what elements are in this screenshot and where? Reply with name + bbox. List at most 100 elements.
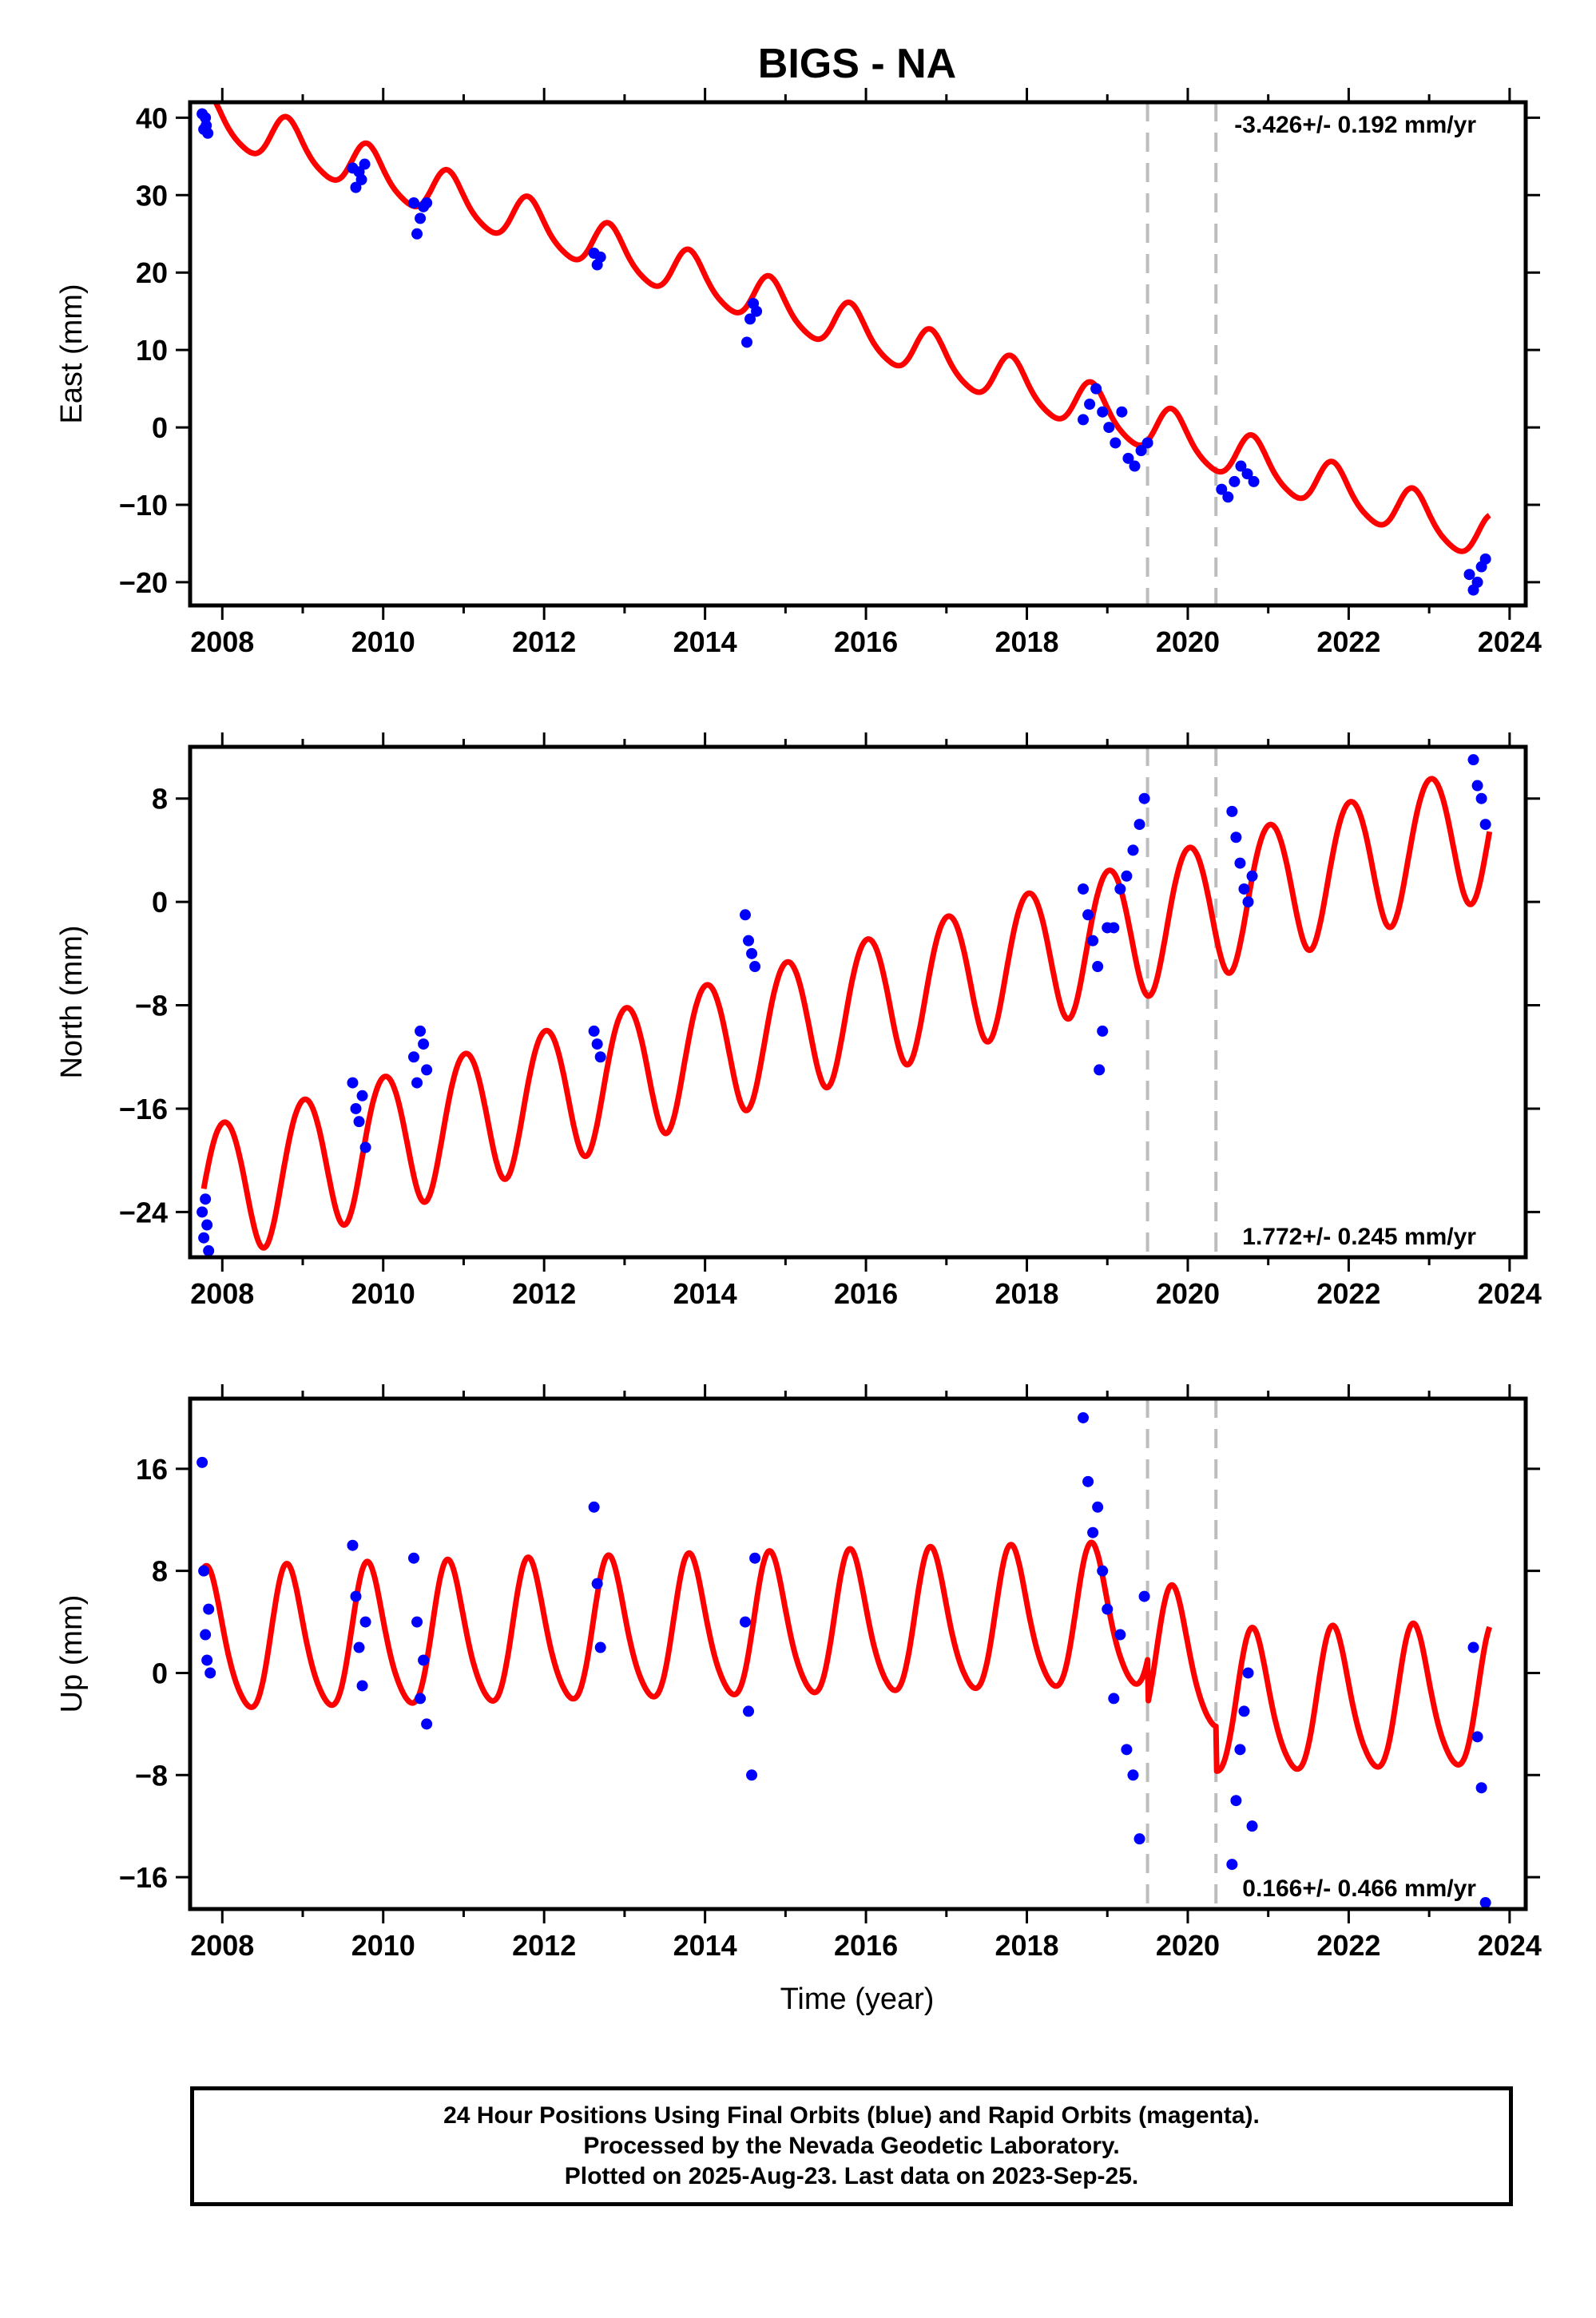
- east-data: [197, 102, 1492, 596]
- up-observation-point: [1082, 1475, 1094, 1487]
- up-observation-point: [1242, 1667, 1254, 1679]
- east-observation-point: [202, 127, 214, 139]
- up-observation-point: [1138, 1590, 1150, 1602]
- up-panel: 2008 2010 2012 2014 2016 2018 2020 2022 2024 −16 −…: [55, 1384, 1542, 1962]
- east-observation-point: [1216, 483, 1228, 495]
- y-tick-label: 20: [136, 256, 168, 289]
- up-observation-point: [743, 1705, 755, 1717]
- x-axis-label: Time (year): [780, 1983, 935, 2016]
- up-observation-point: [749, 1552, 761, 1564]
- east-observation-point: [1222, 491, 1234, 503]
- y-tick-label: 8: [152, 1555, 168, 1588]
- x-tick-label: 2018: [995, 625, 1058, 658]
- north-observation-point: [418, 1038, 430, 1050]
- north-observation-point: [1471, 780, 1483, 792]
- north-observation-point: [411, 1077, 423, 1089]
- east-observation-point: [1479, 553, 1491, 565]
- x-tick-label: 2022: [1316, 1929, 1380, 1962]
- east-rate-label: -3.426+/- 0.192 mm/yr: [1234, 112, 1476, 138]
- x-tick-label: 2014: [673, 625, 737, 658]
- x-tick-label: 2016: [834, 625, 898, 658]
- up-observation-point: [1226, 1859, 1238, 1871]
- north-rate-label: 1.772+/- 0.245 mm/yr: [1242, 1224, 1476, 1250]
- east-observation-point: [744, 313, 756, 325]
- up-observation-point: [203, 1603, 215, 1615]
- up-observation-point: [739, 1616, 751, 1628]
- x-tick-label: 2020: [1156, 1929, 1220, 1962]
- up-observation-point: [1238, 1705, 1250, 1717]
- east-observation-point: [1090, 383, 1102, 395]
- y-tick-label: −8: [135, 990, 168, 1022]
- north-observation-point: [1078, 883, 1090, 895]
- east-observation-point: [1135, 445, 1147, 457]
- up-observation-point: [591, 1578, 603, 1590]
- north-observation-point: [588, 1025, 600, 1037]
- up-observation-point: [1246, 1820, 1258, 1832]
- x-tick-label: 2012: [512, 625, 576, 658]
- north-observation-point: [197, 1206, 208, 1218]
- north-observation-point: [1479, 819, 1491, 831]
- footer-line-1: 24 Hour Positions Using Final Orbits (bl…: [443, 2102, 1260, 2129]
- up-observation-point: [197, 1456, 208, 1468]
- east-observation-point: [1241, 468, 1253, 480]
- north-observation-point: [1475, 792, 1487, 804]
- east-observation-point: [350, 181, 362, 193]
- east-observation-point: [1129, 460, 1141, 472]
- east-observation-point: [415, 212, 427, 224]
- up-observation-point: [588, 1501, 600, 1513]
- east-observation-point: [411, 228, 423, 240]
- up-data: [197, 1411, 1493, 1909]
- east-observation-point: [594, 251, 606, 263]
- y-tick-label: 16: [136, 1453, 168, 1486]
- up-observation-point: [204, 1667, 216, 1679]
- y-tick-label: −16: [119, 1861, 168, 1894]
- north-panel: 2008 2010 2012 2014 2016 2018 2020 2022 2024 −24 −…: [55, 732, 1542, 1310]
- north-observation-point: [1138, 792, 1150, 804]
- x-tick-label: 2024: [1478, 1277, 1542, 1310]
- up-observation-point: [1127, 1769, 1139, 1781]
- east-observation-point: [1463, 569, 1475, 581]
- y-tick-label: −16: [119, 1093, 168, 1125]
- north-observation-point: [1127, 844, 1139, 856]
- east-observation-point: [359, 158, 371, 170]
- up-observation-point: [198, 1565, 210, 1577]
- up-observation-point: [1102, 1603, 1114, 1615]
- east-panel: 2008 2010 2012 2014 2016 2018 2020 2022 2024−20−…: [55, 88, 1542, 658]
- up-observation-point: [1133, 1833, 1145, 1845]
- north-observation-point: [203, 1244, 215, 1256]
- x-tick-label: 2022: [1316, 1277, 1380, 1310]
- up-observation-point: [353, 1641, 365, 1653]
- east-frame: [188, 100, 1528, 608]
- x-tick-label: 2008: [190, 625, 254, 658]
- up-observation-point: [594, 1641, 606, 1653]
- north-model-curve: [200, 776, 1493, 1251]
- x-tick-label: 2008: [190, 1277, 254, 1310]
- up-model-curve: [201, 1539, 1493, 1774]
- east-observation-point: [1103, 422, 1115, 434]
- x-tick-label: 2010: [351, 1929, 415, 1962]
- up-observation-point: [347, 1539, 359, 1551]
- north-observation-point: [415, 1025, 427, 1037]
- east-observation-point: [1122, 452, 1134, 464]
- up-observation-point: [1475, 1782, 1487, 1794]
- east-observation-point: [1471, 576, 1483, 588]
- east-observation-point: [1078, 414, 1090, 426]
- x-tick-label: 2014: [673, 1277, 737, 1310]
- up-rate-label: 0.166+/- 0.466 mm/yr: [1242, 1875, 1476, 1902]
- y-tick-label: 0: [152, 411, 168, 444]
- north-observation-point: [1242, 896, 1254, 908]
- x-tick-label: 2024: [1478, 1929, 1542, 1962]
- footer-line-3: Plotted on 2025-Aug-23. Last data on 202…: [564, 2163, 1139, 2189]
- east-observation-point: [1097, 406, 1109, 418]
- up-observation-point: [1479, 1897, 1491, 1909]
- up-observation-point: [415, 1693, 427, 1705]
- up-observation-point: [1471, 1731, 1483, 1743]
- north-observation-point: [1238, 883, 1250, 895]
- x-tick-label: 2010: [351, 625, 415, 658]
- north-observation-point: [1094, 1064, 1106, 1076]
- y-tick-label: 40: [136, 101, 168, 134]
- north-observation-point: [1087, 935, 1099, 947]
- east-observation-point: [355, 173, 367, 185]
- north-y-axis-label: North (mm): [55, 925, 89, 1078]
- up-observation-point: [1092, 1501, 1104, 1513]
